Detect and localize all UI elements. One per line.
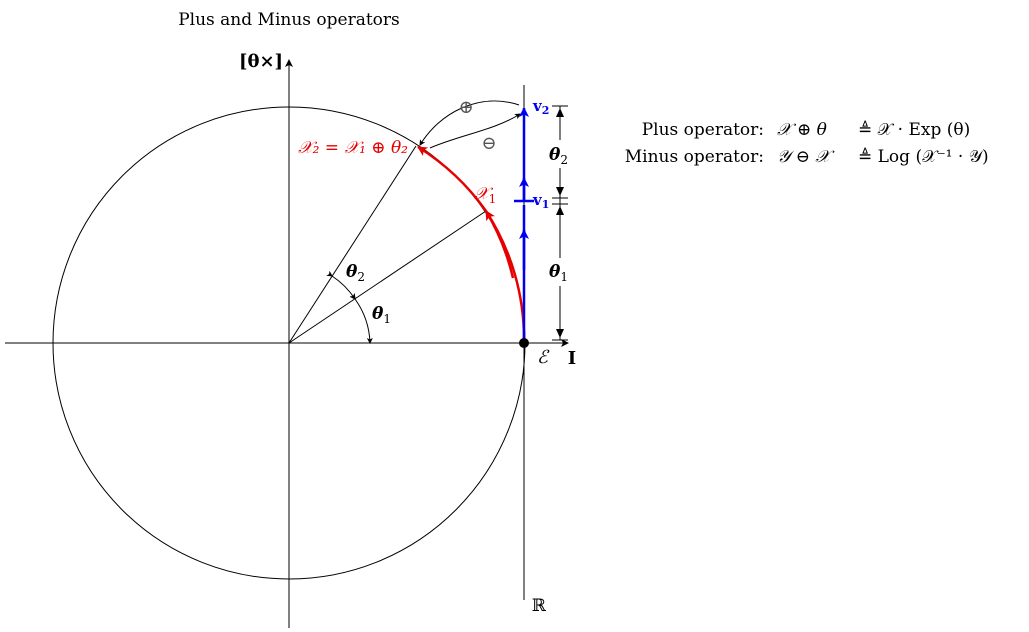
manifold-arrow-x1 bbox=[484, 210, 515, 279]
plus-arrow bbox=[419, 100, 520, 146]
dim-arrow-top-up bbox=[556, 108, 564, 117]
origin-label: ℰ bbox=[537, 347, 550, 368]
plus-definition-lhs: 𝒳 ⊕ θ bbox=[777, 120, 827, 140]
vertical-axis-label: [θ×] bbox=[239, 51, 283, 72]
minus-definition: Minus operator: 𝒴 ⊖ 𝒳 ≜ Log (𝒳⁻¹ · 𝒴) bbox=[625, 147, 989, 167]
theta1-angle-arc bbox=[349, 293, 373, 344]
dimension-theta1-label: θ1 bbox=[549, 262, 568, 284]
manifold-path-to-x1 bbox=[484, 210, 526, 344]
v2-label: v2 bbox=[532, 97, 549, 117]
dimension-theta2-label: θ2 bbox=[549, 145, 568, 167]
tangent-space-label: ℝ bbox=[532, 596, 547, 616]
plus-symbol: ⊕ bbox=[458, 97, 473, 118]
plus-definition: Plus operator: 𝒳 ⊕ θ ≜ 𝒳 · Exp (θ) bbox=[642, 120, 971, 140]
plus-definition-name: Plus operator: bbox=[642, 120, 764, 140]
dim-arrow-top-down bbox=[556, 187, 564, 196]
minus-arrow bbox=[429, 113, 521, 149]
theta1-angle-label: θ1 bbox=[372, 304, 391, 326]
theta2-angle-arc bbox=[326, 270, 356, 300]
dim-label-bg-1 bbox=[546, 258, 574, 286]
x2-expression: 𝒳₂ = 𝒳₁ ⊕ θ₂ bbox=[298, 138, 408, 158]
dim-arrow-bottom-down bbox=[556, 329, 564, 338]
minus-definition-lhs: 𝒴 ⊖ 𝒳 bbox=[777, 147, 835, 167]
plus-definition-rhs: ≜ 𝒳 · Exp (θ) bbox=[858, 120, 970, 140]
radius-x2 bbox=[288, 145, 417, 344]
v1-label: v1 bbox=[532, 191, 549, 211]
origin-point bbox=[519, 338, 529, 348]
minus-definition-name: Minus operator: bbox=[625, 147, 764, 167]
diagram-title: Plus and Minus operators bbox=[178, 10, 400, 30]
manifold-path-to-x2 bbox=[417, 145, 488, 212]
minus-definition-rhs: ≜ Log (𝒳⁻¹ · 𝒴) bbox=[858, 147, 989, 167]
theta2-angle-label: θ2 bbox=[346, 262, 365, 284]
dim-label-bg-2 bbox=[546, 140, 574, 168]
radius-x1 bbox=[288, 210, 487, 344]
horizontal-axis-label: I bbox=[568, 348, 576, 369]
x1-label: 𝒳1 bbox=[474, 184, 496, 206]
minus-symbol: ⊖ bbox=[481, 133, 496, 154]
dim-arrow-bottom-up bbox=[556, 206, 564, 215]
